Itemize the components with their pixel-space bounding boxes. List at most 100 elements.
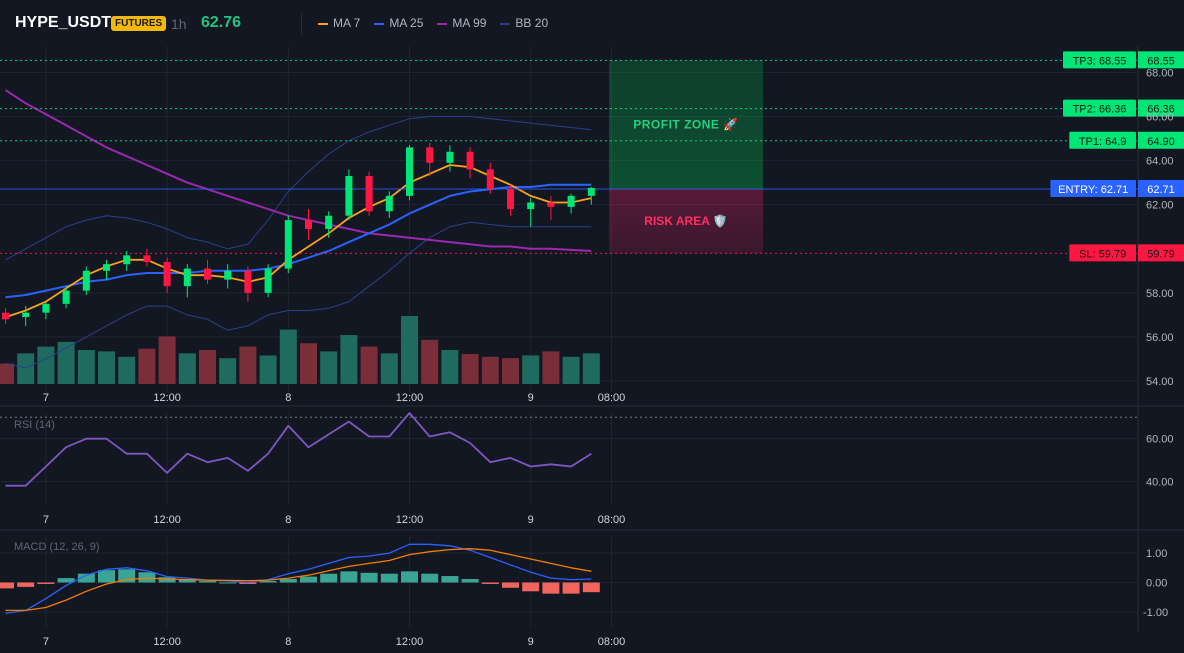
candle-body [204, 268, 211, 280]
volume-bar [421, 339, 439, 384]
candle-body [305, 220, 312, 229]
macd-label: MACD (12, 26, 9) [14, 541, 100, 553]
candle-body [547, 202, 555, 207]
bb-lower-line [5, 221, 592, 369]
volume-bar [118, 356, 136, 384]
time-tick-label: 9 [528, 392, 534, 404]
time-tick-label: 08:00 [598, 514, 626, 526]
macd-histogram-bar [138, 572, 156, 583]
macd-histogram-bar [360, 572, 378, 583]
volume-bar [158, 336, 176, 384]
level-price: 59.79 [1147, 248, 1175, 260]
volume-bar [562, 356, 580, 384]
level-tag-bg [1050, 180, 1136, 198]
legend-item[interactable]: BB 20 [500, 16, 548, 30]
interval-label[interactable]: 1h [171, 16, 187, 32]
candle-body [123, 255, 131, 265]
futures-badge: FUTURES [111, 16, 167, 31]
signal-line [5, 548, 592, 612]
macd-tick-label: -1.00 [1143, 607, 1168, 619]
candle-body [143, 255, 151, 262]
volume-bar [37, 346, 55, 384]
volume-bar [77, 350, 95, 384]
macd-histogram-bar [37, 582, 55, 584]
volume-bar [17, 353, 35, 384]
volume-bar [360, 346, 378, 384]
chart-header: HYPE_USDT FUTURES 1h 62.76 MA 7 MA 25 MA 9… [0, 0, 1184, 46]
macd-histogram-bar [481, 582, 499, 584]
volume-bar [98, 351, 115, 384]
macd-histogram-bar [219, 582, 237, 584]
volume-bar [461, 354, 479, 384]
macd-histogram-bar [199, 581, 216, 583]
legend-swatch [437, 22, 448, 25]
macd-histogram-bar [461, 578, 479, 583]
legend-item[interactable]: MA 7 [318, 16, 360, 30]
trade-zones: PROFIT ZONE 🚀 RISK AREA 🛡️ [609, 60, 763, 254]
volume-bar [481, 356, 499, 384]
last-price: 62.76 [201, 14, 242, 31]
candle-body [345, 176, 353, 216]
macd-histogram-bar [98, 570, 115, 583]
profit-zone [609, 60, 763, 190]
volume-bar [259, 355, 277, 384]
level-price: 64.90 [1147, 136, 1175, 148]
time-tick-label: 7 [43, 514, 49, 526]
risk-zone [609, 189, 763, 254]
candle-body [406, 147, 413, 196]
legend-item[interactable]: MA 25 [374, 16, 423, 30]
macd-histogram-bar [239, 582, 257, 584]
level-tag: SL: 59.79 [1079, 248, 1126, 260]
time-tick-label: 9 [528, 636, 534, 648]
macd-histogram-bar [259, 581, 277, 583]
volume-bar [340, 335, 358, 384]
level-tag-bg [1069, 131, 1136, 149]
legend-item[interactable]: MA 99 [437, 16, 486, 30]
time-tick-label: 12:00 [396, 514, 424, 526]
macd-histogram-bar [401, 571, 418, 583]
risk-zone-label: RISK AREA 🛡️ [644, 214, 727, 228]
macd-histogram-bar [57, 578, 75, 583]
time-tick-label: 12:00 [396, 392, 424, 404]
legend-swatch [500, 22, 511, 25]
candle-body [446, 151, 454, 163]
price-levels: TP3: 68.55 68.55 TP2: 66.36 66.36 TP1: 64.9 6… [0, 51, 1184, 262]
macd-histogram-bar [502, 582, 519, 588]
macd-histogram-bar [158, 577, 176, 583]
time-tick-label: 8 [285, 636, 291, 648]
macd-histogram-bar [542, 582, 560, 594]
candle-body [486, 169, 494, 190]
volume-bar [0, 363, 14, 384]
time-tick-label: 08:00 [598, 636, 626, 648]
macd-histogram-bar [421, 573, 439, 583]
legend-label: MA 25 [389, 16, 424, 30]
time-tick-label: 12:00 [153, 636, 181, 648]
rsi-tick-label: 60.00 [1146, 434, 1174, 446]
macd-histogram-bar [0, 582, 14, 589]
candle-body [42, 303, 50, 313]
symbol-title[interactable]: HYPE_USDT [15, 14, 112, 31]
level-price-bg [1138, 180, 1184, 198]
candle-body [365, 176, 373, 212]
rsi-line [5, 412, 592, 487]
candle-body [385, 195, 393, 212]
candle-body [466, 151, 474, 170]
volume-bars [0, 316, 600, 384]
candle-body [103, 264, 110, 271]
volume-bar [138, 348, 156, 384]
time-tick-label: 7 [43, 392, 49, 404]
level-price: 68.55 [1147, 55, 1175, 67]
candle-body [567, 195, 575, 207]
ma99-line [4, 89, 592, 252]
rsi-label: RSI (14) [14, 419, 55, 431]
macd-histogram-bar [178, 578, 196, 583]
candle-body [426, 147, 434, 163]
rsi-tick-label: 40.00 [1146, 476, 1174, 488]
macd-histogram-bar [17, 582, 35, 587]
ma25-line [5, 183, 592, 299]
macd-histogram-bar [279, 578, 297, 583]
price-tick-label: 58.00 [1146, 288, 1174, 300]
volume-bar [279, 329, 297, 384]
time-tick-label: 12:00 [153, 392, 181, 404]
